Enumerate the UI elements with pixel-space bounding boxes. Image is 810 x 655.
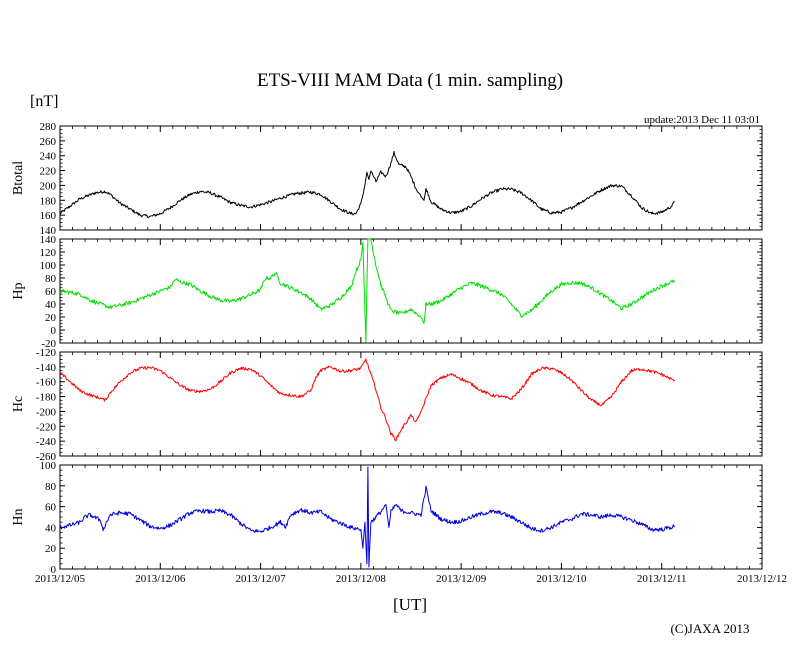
y-tick-label-hc: -200 (36, 406, 57, 418)
y-tick-label-hp: 40 (45, 299, 57, 311)
y-tick-label-hc: -120 (36, 347, 57, 359)
y-tick-label-hn: 60 (45, 502, 57, 514)
panel-frame-btotal (59, 125, 763, 231)
y-tick-label-hc: -220 (36, 421, 57, 433)
y-tick-label-hp: 60 (45, 286, 57, 298)
y-tick-label-hc: -240 (36, 436, 57, 448)
y-tick-label-btotal: 260 (40, 136, 57, 148)
y-tick-label-hn: 40 (45, 522, 57, 534)
y-tick-label-hp: -20 (41, 338, 56, 350)
x-tick-label: 2013/12/08 (336, 573, 387, 585)
x-tick-label: 2013/12/05 (35, 573, 86, 585)
y-tick-label-btotal: 160 (40, 210, 57, 222)
y-tick-label-hp: 80 (45, 273, 57, 285)
chart-title: ETS-VIII MAM Data (1 min. sampling) (257, 70, 563, 91)
y-tick-label-hn: 0 (51, 564, 57, 576)
copyright-text: (C)JAXA 2013 (670, 621, 749, 636)
series-line-hn (59, 466, 675, 568)
x-tick-label: 2013/12/10 (536, 573, 587, 585)
y-tick-label-btotal: 280 (40, 121, 57, 133)
y-tick-label-hn: 100 (40, 460, 57, 472)
y-tick-label-btotal: 140 (40, 225, 57, 237)
x-tick-label: 2013/12/06 (135, 573, 186, 585)
y-tick-label-hc: -160 (36, 377, 57, 389)
unit-label: [nT] (30, 93, 58, 110)
x-tick-label: 2013/12/07 (236, 573, 287, 585)
y-tick-label-btotal: 180 (40, 195, 57, 207)
y-tick-label-btotal: 200 (40, 180, 57, 192)
y-tick-label-btotal: 220 (40, 166, 57, 178)
panel-label-hn: Hn (11, 508, 26, 525)
y-tick-label-hc: -260 (36, 451, 57, 463)
panel-label-btotal: Btotal (11, 161, 26, 195)
y-tick-label-btotal: 240 (40, 151, 57, 163)
x-axis-label: [UT] (393, 595, 427, 614)
y-tick-label-hp: 20 (45, 312, 57, 324)
panel-label-hp: Hp (11, 282, 26, 299)
y-tick-label-hp: 120 (40, 247, 57, 259)
update-timestamp: update:2013 Dec 11 03:01 (644, 114, 760, 126)
y-tick-label-hp: 140 (40, 234, 57, 246)
x-tick-label: 2013/12/09 (436, 573, 487, 585)
panel-frame-hn (59, 464, 763, 570)
y-tick-label-hp: 100 (40, 260, 57, 272)
panel-frame-hp (59, 238, 763, 344)
y-tick-label-hc: -180 (36, 392, 57, 404)
series-line-btotal (59, 150, 675, 219)
series-line-hc (59, 358, 676, 442)
y-tick-label-hc: -140 (36, 362, 57, 374)
y-tick-label-hn: 20 (45, 543, 57, 555)
x-tick-label: 2013/12/11 (637, 573, 687, 585)
y-tick-label-hn: 80 (45, 481, 57, 493)
series-line-hp (59, 238, 676, 343)
y-tick-label-hp: 0 (51, 325, 57, 337)
x-tick-label: 2013/12/12 (737, 573, 787, 585)
panel-frame-hc (59, 351, 763, 457)
panel-label-hc: Hc (11, 396, 26, 412)
